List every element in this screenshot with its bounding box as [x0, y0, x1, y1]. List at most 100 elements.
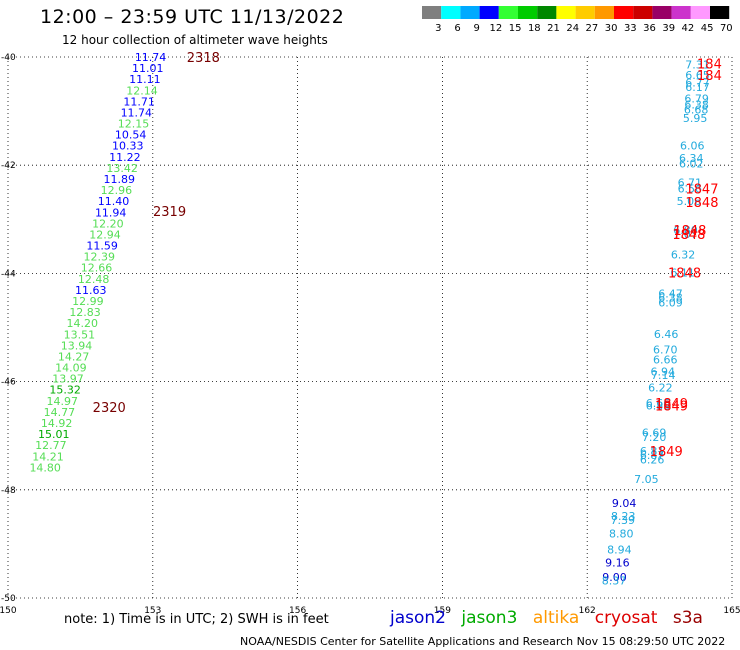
swh-label: 6.22	[648, 382, 673, 395]
swh-label: 14.97	[47, 395, 79, 408]
scale-label: 27	[586, 23, 599, 34]
swh-label: 12.94	[89, 228, 121, 241]
swh-label: 11.94	[95, 206, 127, 219]
swh-label: 7.31	[685, 59, 710, 72]
scale-label: 39	[662, 23, 675, 34]
swh-label: 7.07	[673, 228, 698, 241]
swh-label: 14.27	[58, 350, 90, 363]
swh-label: 6.79	[684, 93, 709, 106]
swh-label: 6.81	[640, 445, 665, 458]
scale-label: 42	[682, 23, 695, 34]
swh-label: 6.11	[670, 266, 695, 279]
swh-label: 6.87	[640, 449, 665, 462]
swh-label: 11.89	[103, 173, 135, 186]
legend-jason2: jason2	[390, 608, 446, 628]
swh-label: 6.69	[642, 426, 667, 439]
swh-label: 6.86	[646, 399, 671, 412]
swh-label: 6.46	[654, 328, 679, 341]
swh-label: 12.39	[84, 251, 116, 264]
swh-label: 12.99	[72, 295, 104, 308]
swh-label: 13.51	[64, 328, 96, 341]
footer-note: note: 1) Time is in UTC; 2) SWH is in fe…	[64, 612, 329, 627]
swh-label: 6.71	[678, 177, 703, 190]
scale-swatch	[556, 6, 576, 19]
swh-label: 11.40	[98, 195, 130, 208]
x-tick-label: 165	[723, 606, 740, 616]
time-label: 1849	[650, 445, 683, 460]
scale-swatch	[633, 6, 653, 19]
scale-label: 33	[624, 23, 637, 34]
swh-label: 6.06	[680, 140, 705, 153]
x-tick-label: 153	[144, 606, 161, 616]
swh-label: 14.20	[66, 317, 98, 330]
swh-label: 14.92	[41, 417, 73, 430]
scale-label: 24	[566, 23, 579, 34]
swh-label: 12.77	[35, 439, 67, 452]
swh-label: 10.54	[115, 129, 147, 142]
swh-label: 14.80	[29, 461, 61, 474]
scale-swatch	[441, 6, 461, 19]
swh-label: 10.33	[112, 140, 144, 153]
swh-label: 6.66	[646, 397, 671, 410]
swh-label: 6.47	[658, 287, 683, 300]
swh-label: 6.65	[685, 69, 710, 82]
legend-cryosat: cryosat	[594, 608, 658, 628]
swh-label: 9.00	[602, 571, 627, 584]
swh-label: 6.70	[653, 344, 678, 357]
scale-swatch	[537, 6, 557, 19]
swh-label: 14.21	[32, 450, 64, 463]
scale-swatch	[652, 6, 672, 19]
swh-label: 6.32	[671, 248, 696, 261]
scale-swatch	[594, 6, 614, 19]
swh-label: 14.09	[55, 362, 87, 375]
scale-swatch	[671, 6, 691, 19]
time-label: 1848	[672, 228, 705, 243]
scale-label: 70	[720, 23, 732, 34]
swh-label: 6.17	[685, 81, 710, 94]
swh-label: 8.94	[607, 543, 632, 556]
swh-label: 11.11	[129, 73, 161, 86]
time-label: 1848	[673, 224, 706, 239]
swh-label: 6.66	[653, 353, 678, 366]
swh-label: 7.20	[642, 431, 667, 444]
scale-label: 18	[528, 23, 541, 34]
swh-label: 7.05	[634, 473, 659, 486]
scale-label: 15	[509, 23, 522, 34]
time-label: 2319	[153, 205, 186, 220]
swh-label: 13.42	[106, 162, 138, 175]
scale-label: 3	[435, 23, 441, 34]
swh-label: 6.34	[679, 152, 704, 165]
y-tick-label: -50	[1, 594, 16, 604]
swh-label: 7.39	[610, 514, 635, 527]
scale-label: 30	[605, 23, 618, 34]
scale-swatch	[710, 6, 730, 19]
time-label: 1848	[668, 266, 701, 281]
swh-label: 8.23	[611, 510, 636, 523]
satellite-legend: jason2 jason3 altika cryosat s3a	[390, 608, 713, 628]
x-tick-label: 159	[434, 606, 451, 616]
swh-label: 15.01	[38, 428, 70, 441]
y-tick-label: -42	[1, 161, 16, 171]
scale-swatch	[518, 6, 538, 19]
swh-label: 8.80	[609, 528, 634, 541]
swh-label: 6.02	[679, 158, 704, 171]
chart-title: 12:00 – 23:59 UTC 11/13/2022	[40, 6, 345, 28]
swh-label: 6.80	[673, 224, 698, 237]
swh-label: 11.59	[86, 240, 118, 253]
swh-label: 7.14	[651, 369, 676, 382]
time-label: 1849	[655, 399, 688, 414]
swh-label: 11.71	[123, 95, 155, 108]
legend-jason3: jason3	[461, 608, 518, 628]
scale-swatch	[460, 6, 480, 19]
swh-label: 15.32	[49, 384, 81, 397]
swh-label: 6.09	[658, 297, 683, 310]
time-label: 2318	[187, 51, 220, 66]
swh-label: 9.04	[612, 497, 637, 510]
scale-label: 45	[701, 23, 714, 34]
credit-line: NOAA/NESDIS Center for Satellite Applica…	[240, 635, 726, 648]
scale-label: 12	[490, 23, 503, 34]
y-tick-label: -40	[1, 53, 16, 63]
legend-s3a: s3a	[672, 608, 703, 628]
